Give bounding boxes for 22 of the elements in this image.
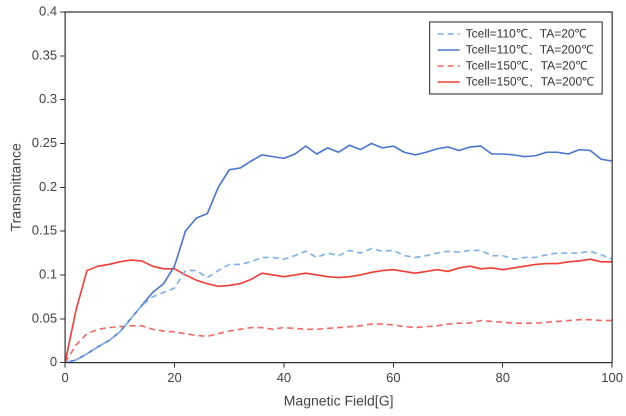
y-tick-label: 0.25: [32, 135, 58, 150]
y-tick-label: 0.3: [39, 91, 58, 106]
x-tick-label: 20: [167, 370, 182, 385]
y-tick-label: 0.05: [32, 310, 58, 326]
line-series: [65, 318, 612, 363]
y-axis-title: Transmittance: [7, 143, 24, 232]
y-tick-label: 0: [50, 354, 58, 370]
y-tick-label: 0.4: [39, 4, 58, 19]
legend-label: Tcell=110℃、TA=200℃: [466, 42, 594, 56]
x-tick-label: 0: [61, 370, 69, 385]
x-tick-label: 80: [496, 370, 510, 385]
y-tick-label: 0.2: [39, 178, 58, 194]
legend-label: Tcell=110℃、TA=20℃: [466, 26, 587, 40]
x-tick-label: 100: [601, 370, 624, 385]
y-tick-label: 0.35: [32, 47, 58, 62]
y-tick-label: 0.1: [39, 266, 58, 282]
legend-label: Tcell=150℃、TA=20℃: [466, 58, 588, 72]
x-tick-label: 40: [276, 370, 292, 385]
y-tick-label: 0.15: [32, 222, 58, 238]
legend-label: Tcell=150℃、TA=200℃: [466, 74, 594, 88]
x-axis-title: Magnetic Field[G]: [284, 392, 394, 408]
x-tick-label: 60: [386, 370, 401, 385]
